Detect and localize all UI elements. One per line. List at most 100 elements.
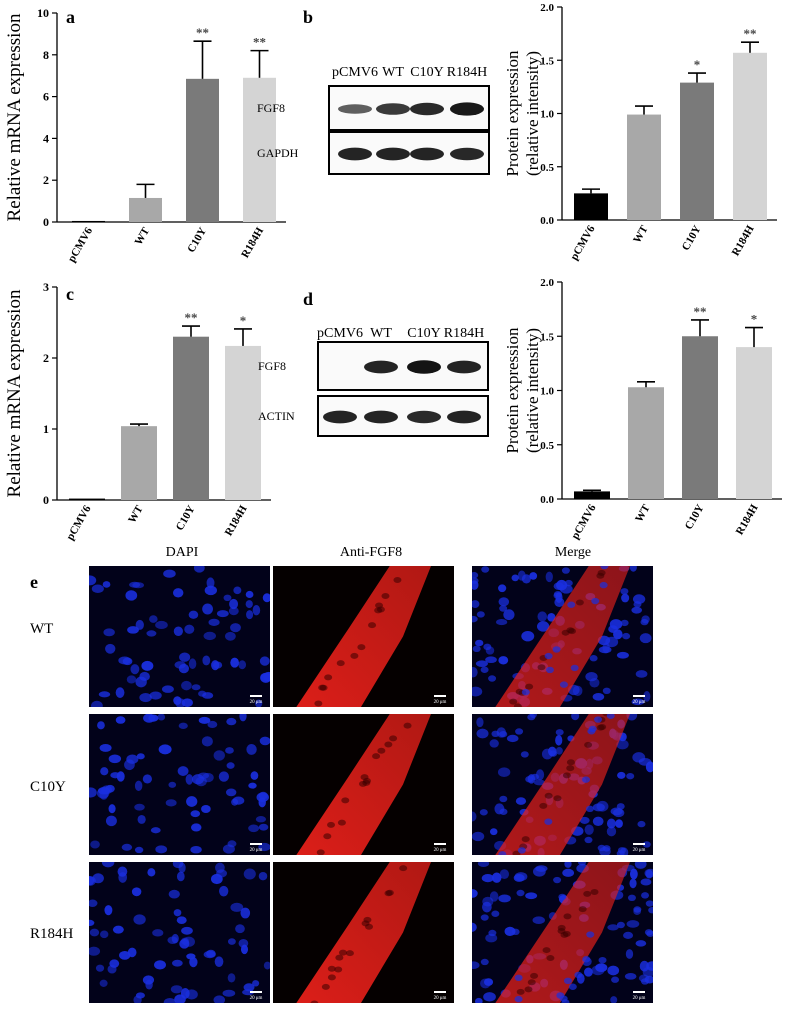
dapi-nucleus — [474, 997, 483, 1003]
dapi-nucleus — [89, 575, 97, 586]
cell-outline — [384, 741, 393, 748]
dapi-nucleus — [184, 624, 195, 634]
dapi-nucleus — [185, 989, 198, 1000]
blot-band — [338, 147, 372, 161]
y-axis-label: Relative mRNA expression — [4, 13, 25, 221]
dapi-nucleus — [642, 841, 651, 848]
cell-outline — [357, 644, 366, 651]
dapi-nucleus — [564, 579, 573, 587]
y-tick-label: 1.5 — [540, 331, 554, 343]
dapi-nucleus — [168, 781, 177, 788]
scale-bar — [633, 991, 645, 993]
dapi-nucleus — [101, 862, 115, 868]
dapi-nucleus — [202, 655, 211, 666]
micrograph-Merge-R184H: 20 μm — [472, 862, 653, 1003]
dapi-nucleus — [472, 600, 480, 608]
cell-outline — [566, 759, 575, 766]
micrograph-DAPI-WT: 20 μm — [89, 566, 270, 707]
dapi-nucleus — [134, 780, 143, 792]
cell-outline — [360, 774, 369, 781]
cell-outline — [553, 795, 562, 802]
dapi-nucleus — [611, 976, 620, 983]
dapi-nucleus — [480, 958, 489, 966]
y-tick-label: 2.0 — [540, 2, 554, 14]
dapi-nucleus — [544, 652, 553, 660]
y-axis-label: Relative mRNA expression — [4, 289, 25, 497]
dapi-nucleus — [482, 896, 494, 907]
cell-outline — [362, 779, 371, 786]
blot-row-label: FGF8 — [257, 101, 285, 115]
dapi-nucleus — [223, 594, 232, 602]
dapi-nucleus — [190, 810, 201, 818]
dapi-nucleus — [214, 956, 224, 968]
scale-bar-label: 20 μm — [633, 996, 646, 1001]
y-tick-label: 0.0 — [540, 494, 554, 506]
dapi-nucleus — [225, 788, 237, 797]
chart-d: 0.0 0.5 1.0 1.5 2.0 Protein expression (relati… — [503, 277, 782, 541]
cell-outline — [389, 735, 398, 742]
cell-outline — [516, 988, 525, 995]
cell-outline — [542, 947, 551, 954]
significance-mark: ** — [694, 304, 707, 319]
dapi-nucleus — [126, 675, 137, 684]
dapi-nucleus — [230, 902, 244, 912]
dapi-nucleus — [224, 631, 236, 641]
dapi-nucleus — [135, 676, 147, 688]
cell-outline — [335, 954, 344, 961]
dapi-nucleus — [213, 995, 226, 1003]
cell-outline — [327, 974, 336, 981]
dapi-nucleus — [472, 686, 483, 697]
dapi-nucleus — [535, 865, 548, 872]
dapi-nucleus — [258, 791, 268, 800]
dapi-nucleus — [547, 613, 556, 622]
micrograph-Anti-FGF8-WT: 20 μm — [273, 566, 454, 713]
cell-outline — [403, 722, 412, 729]
cell-outline — [312, 707, 320, 713]
bar-R184H — [736, 347, 772, 499]
dapi-nucleus — [554, 597, 565, 607]
x-tick-label: pCMV6 — [569, 502, 599, 541]
dapi-nucleus — [201, 804, 211, 814]
cell-outline — [546, 955, 555, 962]
dapi-nucleus — [152, 929, 164, 937]
dapi-nucleus — [227, 973, 236, 983]
dapi-nucleus — [607, 924, 619, 931]
cell-outline — [575, 599, 584, 606]
scale-bar-label: 20 μm — [633, 700, 646, 705]
dapi-nucleus — [622, 632, 631, 640]
scale-bar — [434, 991, 446, 993]
dapi-nucleus — [629, 868, 638, 880]
dapi-nucleus — [568, 983, 577, 990]
dapi-nucleus — [625, 949, 634, 959]
dapi-nucleus — [567, 601, 576, 608]
micrograph-row-label: R184H — [30, 926, 74, 942]
dapi-nucleus — [105, 643, 116, 654]
blot-band — [410, 102, 444, 116]
dapi-nucleus — [176, 916, 187, 925]
blot-row-label: FGF8 — [258, 359, 286, 373]
dapi-nucleus — [472, 922, 477, 932]
dapi-nucleus — [228, 606, 239, 616]
significance-mark: * — [240, 313, 247, 328]
chart-a: 0 2 4 6 8 10 Relative mRNA expression pCMV6 WT **… — [4, 6, 286, 264]
dapi-nucleus — [190, 823, 202, 832]
cell-outline — [327, 821, 336, 828]
dapi-nucleus — [592, 803, 605, 812]
bar-C10Y — [682, 336, 718, 499]
dapi-nucleus — [172, 588, 184, 598]
dapi-nucleus — [189, 957, 198, 968]
lane-label: C10Y — [410, 65, 443, 80]
dapi-nucleus — [639, 960, 650, 972]
dapi-nucleus — [498, 894, 511, 903]
significance-mark: ** — [253, 35, 266, 50]
blot-band — [364, 360, 398, 374]
dapi-nucleus — [243, 983, 255, 992]
dapi-nucleus — [495, 619, 508, 626]
dapi-nucleus — [485, 656, 497, 664]
bar-WT — [129, 197, 162, 222]
dapi-nucleus — [606, 826, 617, 837]
dapi-nucleus — [190, 845, 202, 854]
y-tick-label: 3 — [43, 280, 49, 294]
dapi-nucleus — [89, 928, 100, 937]
dapi-nucleus — [634, 862, 647, 869]
